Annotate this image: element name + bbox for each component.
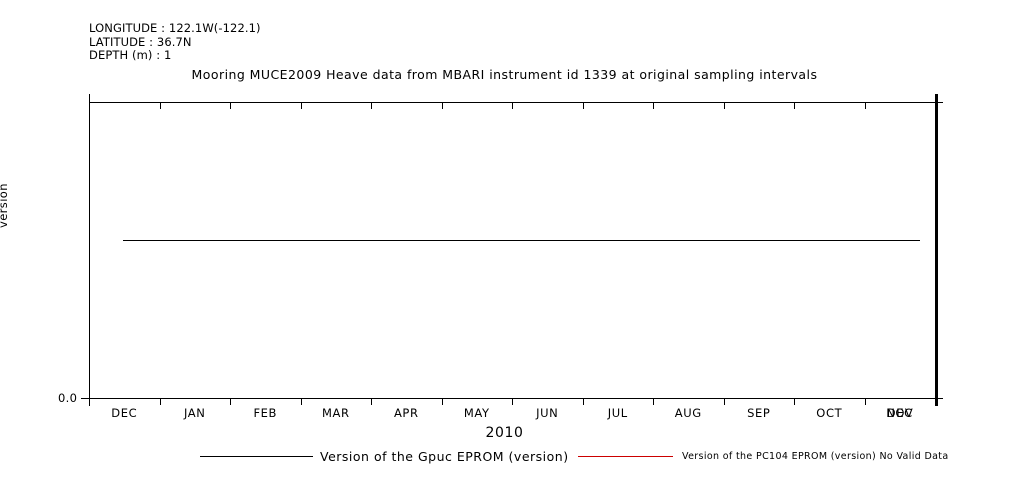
- axis-spine-left: [89, 94, 90, 406]
- x-tick-label: JAN: [184, 406, 206, 420]
- chart-legend: Version of the Gpuc EPROM (version) Vers…: [0, 445, 1009, 475]
- legend-label-secondary: Version of the PC104 EPROM (version) No …: [682, 451, 949, 462]
- x-tick-mark-top: [653, 102, 654, 109]
- x-tick-mark-bottom: [582, 398, 584, 405]
- legend-line-sample-secondary: [578, 456, 673, 457]
- x-tick-mark-top: [864, 102, 866, 109]
- x-tick-mark-bottom: [441, 398, 443, 405]
- legend-line-sample-primary: [200, 456, 313, 457]
- x-tick-mark-bottom: [864, 398, 866, 405]
- x-tick-mark-bottom: [230, 398, 231, 405]
- station-metadata: LONGITUDE : 122.1W(-122.1) LATITUDE : 36…: [89, 21, 261, 63]
- x-tick-mark-bottom: [300, 398, 302, 405]
- x-axis-title: 2010: [485, 425, 524, 441]
- x-tick-mark-top: [582, 102, 584, 109]
- x-tick-mark-top: [794, 102, 795, 109]
- x-tick-mark-bottom: [653, 398, 654, 405]
- latitude-text: LATITUDE : 36.7N: [89, 34, 192, 49]
- x-tick-label: JUN: [536, 406, 559, 420]
- x-tick-mark-bottom: [89, 398, 90, 405]
- y-axis-title: version: [0, 183, 10, 228]
- x-tick-mark-bottom: [723, 398, 725, 405]
- x-tick-mark-top: [300, 102, 302, 109]
- x-tick-mark-top: [159, 102, 161, 109]
- chart-title: Mooring MUCE2009 Heave data from MBARI i…: [191, 67, 818, 82]
- x-tick-label: NOV: [886, 406, 914, 420]
- x-tick-mark-top: [371, 102, 372, 109]
- x-tick-label: MAR: [321, 406, 350, 420]
- x-tick-label: OCT: [816, 406, 843, 420]
- x-tick-label: AUG: [674, 406, 702, 420]
- axis-spine-right: [935, 94, 938, 406]
- x-tick-mark-bottom: [935, 398, 936, 405]
- x-tick-label: SEP: [747, 406, 771, 420]
- y-tick-mark-0: [82, 398, 89, 399]
- x-tick-label: FEB: [253, 406, 278, 420]
- legend-label-primary: Version of the Gpuc EPROM (version): [320, 449, 569, 464]
- axis-spine-top: [89, 102, 943, 103]
- x-tick-label: APR: [393, 406, 419, 420]
- x-tick-mark-top: [512, 102, 513, 109]
- x-tick-label: DEC: [886, 406, 913, 420]
- longitude-text: LONGITUDE : 122.1W(-122.1): [89, 21, 261, 35]
- x-tick-mark-bottom: [794, 398, 795, 405]
- x-tick-label: MAY: [463, 406, 490, 420]
- x-tick-mark-top: [89, 102, 90, 109]
- data-line-gpuc-eprom-version: [123, 240, 920, 242]
- depth-text: DEPTH (m) : 1: [89, 48, 172, 62]
- x-tick-mark-top: [230, 102, 231, 109]
- x-tick-mark-top: [935, 102, 936, 109]
- x-tick-label: JUL: [607, 406, 628, 420]
- x-tick-mark-bottom: [159, 398, 161, 405]
- y-tick-label-0: 0.0: [58, 391, 78, 405]
- x-tick-mark-top: [441, 102, 443, 109]
- x-tick-mark-bottom: [371, 398, 372, 405]
- x-tick-label: DEC: [111, 406, 138, 420]
- plot-area: DEC JAN FEB MAR APR MAY JUN JUL AUG SEP OCT NOV DEC: [81, 94, 943, 420]
- x-tick-mark-top: [723, 102, 725, 109]
- x-tick-mark-bottom: [512, 398, 513, 405]
